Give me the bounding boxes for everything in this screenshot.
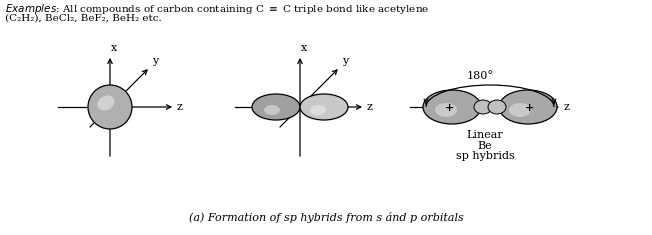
Text: Linear: Linear xyxy=(467,130,503,140)
Text: +: + xyxy=(526,102,535,113)
Text: sp hybrids: sp hybrids xyxy=(456,151,514,161)
Ellipse shape xyxy=(97,95,115,110)
Ellipse shape xyxy=(310,105,326,115)
Ellipse shape xyxy=(435,103,457,117)
Ellipse shape xyxy=(488,100,506,114)
Ellipse shape xyxy=(509,103,531,117)
Text: x: x xyxy=(111,43,117,53)
Text: (a) Formation of sp hybrids from s ánd p orbitals: (a) Formation of sp hybrids from s ánd … xyxy=(188,212,464,223)
Text: z: z xyxy=(564,102,570,112)
Ellipse shape xyxy=(300,94,348,120)
Ellipse shape xyxy=(252,94,300,120)
Ellipse shape xyxy=(88,85,132,129)
Text: x: x xyxy=(301,43,307,53)
Ellipse shape xyxy=(264,105,280,115)
Ellipse shape xyxy=(499,90,557,124)
Text: y: y xyxy=(152,56,158,66)
Text: z: z xyxy=(367,102,373,112)
Text: (C₂H₂), BeCl₂, BeF₂, BeH₂ etc.: (C₂H₂), BeCl₂, BeF₂, BeH₂ etc. xyxy=(5,14,162,23)
Text: +: + xyxy=(445,102,454,113)
Text: 180°: 180° xyxy=(467,71,494,81)
Ellipse shape xyxy=(474,100,492,114)
Ellipse shape xyxy=(423,90,481,124)
Text: Be: Be xyxy=(478,141,492,151)
Text: $\it{Examples}$: All compounds of carbon containing C $\equiv$ C triple bond lik: $\it{Examples}$: All compounds of carbon… xyxy=(5,2,430,16)
Text: y: y xyxy=(342,56,348,66)
Text: z: z xyxy=(177,102,183,112)
